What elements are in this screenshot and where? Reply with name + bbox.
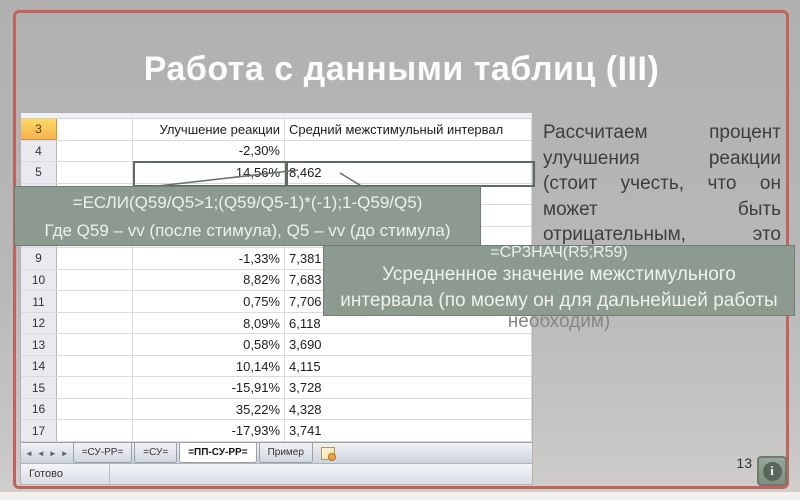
callout-average-note-2: интервала (по моему он для дальнейшей ра…: [340, 290, 778, 311]
callout-if-formula: =ЕСЛИ(Q59/Q5>1;(Q59/Q5-1)*(-1);1-Q59/Q5)…: [14, 186, 481, 246]
selected-cell-interval: [286, 161, 535, 187]
sheet-tab-bar: ◄ ◄ ► ► =СУ-РР= =СУ=: [21, 442, 532, 463]
cell-interval: [285, 140, 532, 162]
cell-improvement: -1,33%: [133, 248, 285, 269]
cell-empty: [57, 140, 133, 162]
table-row: 13 0,58% 3,690: [21, 334, 532, 356]
sheet-tab[interactable]: =ПП-СУ-РР=: [179, 443, 257, 463]
cell-empty: [57, 355, 133, 377]
row-header: 5: [21, 162, 57, 183]
info-icon[interactable]: i: [757, 456, 787, 486]
slide-number: 13: [736, 455, 752, 471]
table-row: 3 Улучшение реакции Средний межстимульны…: [21, 119, 532, 141]
cell-improvement: -2,30%: [133, 140, 285, 162]
cell-improvement: Улучшение реакции: [133, 119, 285, 140]
row-header: 17: [21, 420, 57, 441]
sheet-tab[interactable]: =СУ-РР=: [72, 443, 133, 463]
page-title: Работа с данными таблиц (III): [143, 50, 660, 88]
insert-worksheet-icon: [320, 446, 336, 461]
sheet-tab-label: =СУ=: [143, 447, 169, 458]
cell-empty: [57, 420, 133, 441]
insert-worksheet-tab[interactable]: [315, 443, 341, 463]
sheet-tab-label: Пример: [267, 447, 304, 458]
callout-formula-text: =ЕСЛИ(Q59/Q5>1;(Q59/Q5-1)*(-1);1-Q59/Q5): [72, 193, 423, 212]
status-bar: Готово: [21, 463, 532, 484]
table-row: 12 8,09% 6,118: [21, 312, 532, 335]
row-header: 11: [21, 291, 57, 312]
row-header: 4: [21, 140, 57, 162]
row-header: 9: [21, 248, 57, 269]
cell-empty: [57, 162, 133, 183]
page-edge: [0, 492, 800, 500]
table-row: 9 -1,33% 7,381: [21, 248, 532, 270]
cell-interval: 4,328: [285, 398, 532, 420]
sheet-nav-arrow-icon[interactable]: ►: [48, 448, 57, 458]
callout-average-formula: =СРЗНАЧ(R5;R59) Усредненное значение меж…: [323, 245, 795, 316]
row-header: 14: [21, 355, 57, 377]
cell-interval: 6,118: [285, 312, 532, 334]
info-icon-glyph: i: [762, 461, 782, 481]
cell-interval: 4,115: [285, 355, 532, 377]
cell-improvement: 35,22%: [133, 398, 285, 420]
status-text: Готово: [21, 464, 110, 484]
row-header: 13: [21, 334, 57, 355]
selected-cell-improvement: [133, 161, 287, 187]
body-text: Рассчитаем процент улучшения реакции (ст…: [543, 120, 781, 248]
cell-empty: [57, 312, 133, 334]
sheet-tab[interactable]: Пример: [258, 443, 313, 463]
table-row: 15 -15,91% 3,728: [21, 377, 532, 399]
cell-empty: [57, 119, 133, 140]
table-row: 11 0,75% 7,706: [21, 291, 532, 313]
callout-formula-note: Где Q59 – vv (после стимула), Q5 – vv (д…: [44, 221, 451, 240]
cell-interval: Средний межстимульный интервал: [285, 119, 532, 140]
table-row: 16 35,22% 4,328: [21, 398, 532, 421]
sheet-nav-arrow-icon[interactable]: ►: [60, 448, 69, 458]
body-text-line: улучшения реакции: [543, 147, 781, 169]
body-text-line: может быть: [543, 198, 781, 220]
sheet-tab-label: =СУ-РР=: [81, 447, 124, 458]
cell-improvement: 10,14%: [133, 355, 285, 377]
table-row: 17 -17,93% 3,741: [21, 420, 532, 442]
cell-empty: [57, 248, 133, 269]
row-header: 12: [21, 312, 57, 334]
cell-interval: [285, 205, 532, 226]
cell-improvement: 0,75%: [133, 291, 285, 312]
sheet-nav: ◄ ◄ ► ►: [21, 443, 73, 463]
row-header: 15: [21, 377, 57, 398]
body-text-line: отрицательным, это: [543, 224, 781, 245]
cell-improvement: 8,09%: [133, 312, 285, 334]
callout-average-note-overflow: необходим): [507, 311, 611, 332]
cell-improvement: 8,82%: [133, 269, 285, 291]
callout-average-note-1: Усредненное значение межстимульного: [382, 264, 736, 285]
sheet-tabs: =СУ-РР= =СУ= =ПП-СУ-РР= Пример: [72, 443, 315, 463]
cell-improvement: -17,93%: [133, 420, 285, 441]
cell-empty: [57, 269, 133, 291]
body-text-line: (стоит учесть, что он: [543, 173, 781, 194]
cell-improvement: -15,91%: [133, 377, 285, 398]
sheet-nav-arrow-icon[interactable]: ◄: [25, 448, 33, 458]
cell-interval: 3,690: [285, 334, 532, 355]
cell-empty: [57, 291, 133, 312]
cell-improvement: 0,58%: [133, 334, 285, 355]
row-header: 3: [21, 119, 57, 140]
sheet-nav-arrow-icon[interactable]: ◄: [36, 448, 45, 458]
cell-empty: [57, 334, 133, 355]
body-text-line: Рассчитаем процент: [543, 122, 781, 143]
cell-interval: 3,728: [285, 377, 532, 398]
row-header: 16: [21, 398, 57, 420]
cell-interval: [285, 226, 532, 248]
cell-interval: 3,741: [285, 420, 532, 441]
sheet-tab-label: =ПП-СУ-РР=: [188, 447, 248, 458]
cell-empty: [57, 377, 133, 398]
table-row: 4 -2,30%: [21, 140, 532, 163]
table-row: 14 10,14% 4,115: [21, 355, 532, 378]
cell-interval: [285, 183, 532, 205]
row-header: 10: [21, 269, 57, 291]
sheet-tab[interactable]: =СУ=: [134, 443, 178, 463]
spreadsheet-top-edge: [21, 113, 532, 119]
cell-empty: [57, 398, 133, 420]
callout-average-text: =СРЗНАЧ(R5;R59): [490, 245, 628, 261]
